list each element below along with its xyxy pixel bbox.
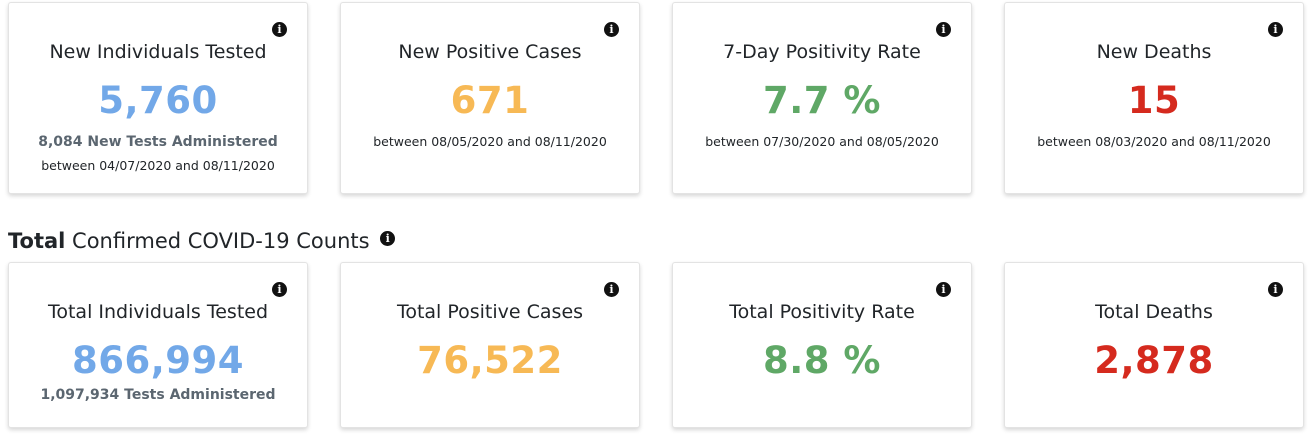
section-title-bold: Total: [8, 229, 66, 253]
total-counts-row: i Total Individuals Tested 866,994 1,097…: [0, 262, 1310, 432]
card-total-individuals-tested: i Total Individuals Tested 866,994 1,097…: [8, 262, 308, 428]
card-new-deaths: i New Deaths 15 between 08/03/2020 and 0…: [1004, 2, 1304, 194]
card-total-positive-cases: i Total Positive Cases 76,522: [340, 262, 640, 428]
card-value: 7.7 %: [763, 79, 881, 122]
card-7day-positivity-rate: i 7-Day Positivity Rate 7.7 % between 07…: [672, 2, 972, 194]
card-total-positivity-rate: i Total Positivity Rate 8.8 %: [672, 262, 972, 428]
card-date-range: between 08/03/2020 and 08/11/2020: [1037, 134, 1271, 149]
card-title: New Positive Cases: [398, 41, 582, 63]
info-icon[interactable]: i: [936, 282, 951, 297]
card-title: 7-Day Positivity Rate: [723, 41, 921, 63]
section-title-rest: Confirmed COVID-19 Counts: [65, 229, 370, 253]
card-title: Total Individuals Tested: [47, 301, 269, 323]
card-value: 671: [450, 79, 530, 122]
info-icon[interactable]: i: [1268, 22, 1283, 37]
info-icon[interactable]: i: [380, 231, 396, 246]
card-title: Total Positive Cases: [396, 301, 584, 323]
card-title: Total Positivity Rate: [729, 301, 915, 323]
card-new-positive-cases: i New Positive Cases 671 between 08/05/2…: [340, 2, 640, 194]
card-subvalue: 8,084 New Tests Administered: [38, 134, 278, 150]
card-date-range: between 07/30/2020 and 08/05/2020: [705, 134, 939, 149]
new-counts-row: i New Individuals Tested 5,760 8,084 New…: [0, 2, 1310, 194]
card-value: 15: [1127, 79, 1181, 122]
info-icon[interactable]: i: [272, 22, 287, 37]
info-icon[interactable]: i: [604, 22, 619, 37]
card-title: New Individuals Tested: [49, 41, 267, 63]
card-value: 8.8 %: [763, 339, 881, 382]
card-value: 866,994: [71, 339, 245, 382]
card-title: New Deaths: [1096, 41, 1212, 63]
card-title: Total Deaths: [1095, 301, 1213, 323]
card-value: 5,760: [98, 79, 218, 122]
info-icon[interactable]: i: [272, 282, 287, 297]
card-date-range: between 04/07/2020 and 08/11/2020: [41, 158, 275, 173]
info-icon[interactable]: i: [604, 282, 619, 297]
card-new-individuals-tested: i New Individuals Tested 5,760 8,084 New…: [8, 2, 308, 194]
card-total-deaths: i Total Deaths 2,878: [1004, 262, 1304, 428]
section-title-total-counts: Total Confirmed COVID-19 Counts i: [8, 229, 396, 253]
info-icon[interactable]: i: [1268, 282, 1283, 297]
card-date-range: between 08/05/2020 and 08/11/2020: [373, 134, 607, 149]
card-value: 2,878: [1094, 339, 1214, 382]
card-value: 76,522: [417, 339, 563, 382]
info-icon[interactable]: i: [936, 22, 951, 37]
card-subvalue: 1,097,934 Tests Administered: [40, 387, 276, 403]
